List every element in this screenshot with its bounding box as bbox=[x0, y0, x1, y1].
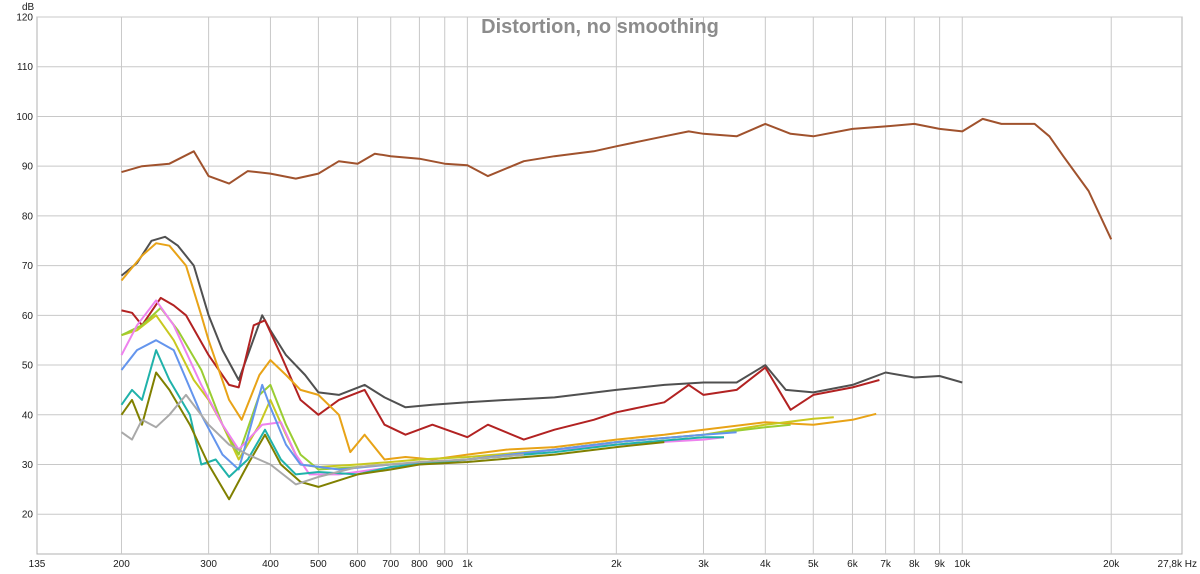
x-tick-label: 2k bbox=[611, 559, 623, 570]
y-tick-label: 100 bbox=[16, 112, 33, 123]
x-tick-label: 9k bbox=[934, 559, 946, 570]
y-tick-label: 90 bbox=[22, 162, 34, 173]
x-tick-label: 200 bbox=[113, 559, 130, 570]
series-line-10 bbox=[120, 371, 665, 501]
y-axis-tick-labels: 20 30 40 50 60 70 80 90 100 110 120 bbox=[16, 13, 33, 521]
series-line-1 bbox=[121, 117, 1113, 240]
x-tick-label: 900 bbox=[436, 559, 453, 570]
y-tick-label: 70 bbox=[22, 261, 34, 272]
series-line-3 bbox=[121, 296, 880, 441]
y-axis-label: dB bbox=[22, 2, 35, 13]
x-tick-label: 7k bbox=[880, 559, 892, 570]
y-tick-label: 20 bbox=[22, 510, 34, 521]
chart-title: Distortion, no smoothing bbox=[481, 16, 719, 38]
series-lines bbox=[120, 117, 1113, 501]
x-tick-label: 4k bbox=[760, 559, 772, 570]
x-tick-label: 20k bbox=[1103, 559, 1120, 570]
x-tick-label: 10k bbox=[954, 559, 971, 570]
x-tick-label: 300 bbox=[200, 559, 217, 570]
x-tick-label: 8k bbox=[909, 559, 921, 570]
x-axis-tick-labels: 135 200 300 400 500 600 700 800 900 1k 2k 3k 4k 5k 6k 7… bbox=[29, 559, 1197, 570]
series-line-4 bbox=[120, 242, 877, 461]
x-tick-label: 3k bbox=[698, 559, 710, 570]
x-tick-label: 800 bbox=[411, 559, 428, 570]
series-line-2 bbox=[120, 235, 963, 409]
x-tick-label: 1k bbox=[462, 559, 474, 570]
y-tick-label: 60 bbox=[22, 311, 34, 322]
y-tick-label: 80 bbox=[22, 211, 34, 222]
x-tick-label: 700 bbox=[382, 559, 399, 570]
x-tick-label: 500 bbox=[310, 559, 327, 570]
series-line-9 bbox=[120, 349, 724, 478]
series-line-8 bbox=[120, 339, 737, 471]
y-tick-label: 30 bbox=[22, 460, 34, 471]
y-tick-label: 120 bbox=[16, 13, 33, 24]
x-tick-label: 135 bbox=[29, 559, 46, 570]
x-tick-label: 5k bbox=[808, 559, 820, 570]
series-line-11 bbox=[120, 393, 524, 486]
x-tick-label: 400 bbox=[262, 559, 279, 570]
x-tick-label: 600 bbox=[349, 559, 366, 570]
y-tick-label: 40 bbox=[22, 410, 34, 421]
x-tick-label: 6k bbox=[847, 559, 859, 570]
y-tick-label: 50 bbox=[22, 361, 34, 372]
y-tick-label: 110 bbox=[17, 62, 33, 73]
x-tick-label: 27,8k Hz bbox=[1158, 559, 1197, 570]
